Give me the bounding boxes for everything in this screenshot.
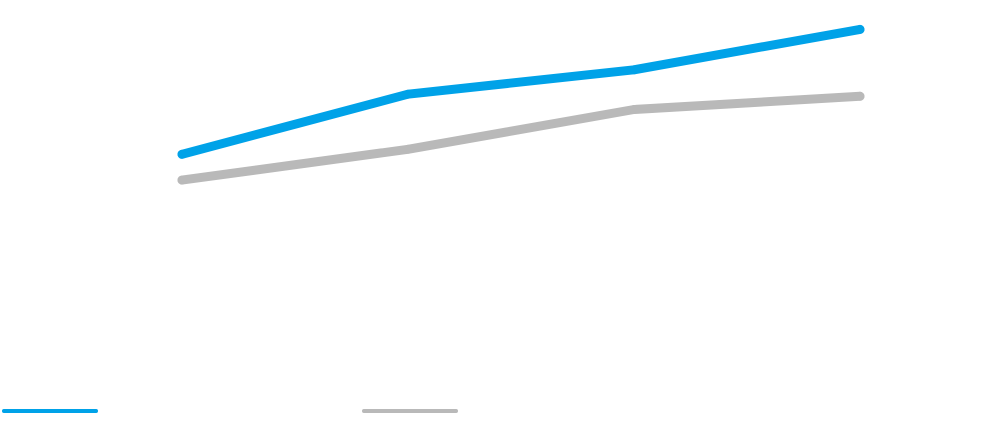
series-1-point bbox=[177, 149, 187, 159]
series-2-line bbox=[177, 91, 865, 185]
series-2-point bbox=[855, 91, 865, 101]
series-2-point bbox=[629, 105, 639, 114]
series-1-point bbox=[629, 65, 639, 75]
series-1-point bbox=[855, 24, 865, 34]
plot-area bbox=[177, 24, 865, 185]
series-1-line bbox=[177, 24, 865, 159]
series-2-point bbox=[177, 175, 187, 185]
series-1-point bbox=[403, 89, 413, 99]
series-2-point bbox=[403, 144, 413, 154]
